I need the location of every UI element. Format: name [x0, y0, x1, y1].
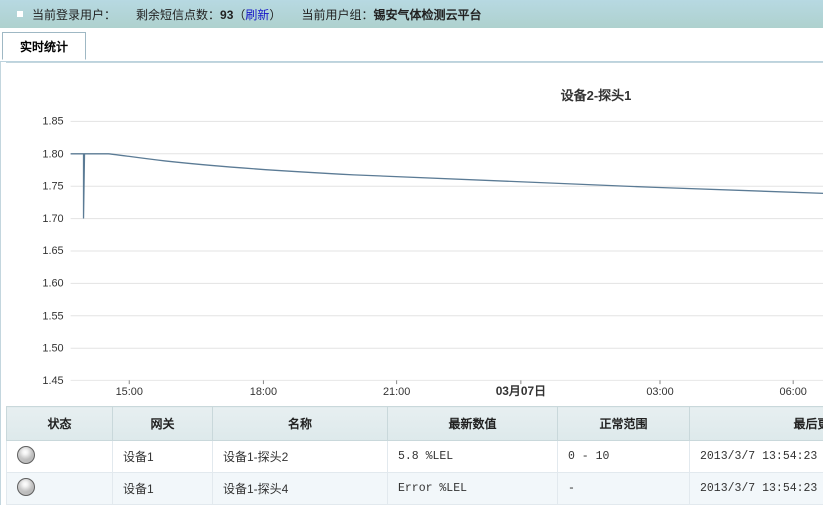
svg-text:1.70: 1.70 [42, 213, 63, 225]
svg-text:1.45: 1.45 [42, 375, 63, 387]
svg-text:18:00: 18:00 [250, 386, 277, 398]
svg-text:03月07日: 03月07日 [496, 384, 546, 398]
svg-text:1.85: 1.85 [42, 116, 63, 128]
svg-text:1.60: 1.60 [42, 278, 63, 290]
svg-text:1.50: 1.50 [42, 342, 63, 354]
svg-text:03:00: 03:00 [646, 386, 673, 398]
svg-text:06:00: 06:00 [780, 386, 807, 398]
svg-text:1.55: 1.55 [42, 310, 63, 322]
svg-text:15:00: 15:00 [116, 386, 143, 398]
svg-text:1.80: 1.80 [42, 148, 63, 160]
svg-text:1.75: 1.75 [42, 180, 63, 192]
svg-text:1.65: 1.65 [42, 245, 63, 257]
svg-text:21:00: 21:00 [383, 386, 410, 398]
